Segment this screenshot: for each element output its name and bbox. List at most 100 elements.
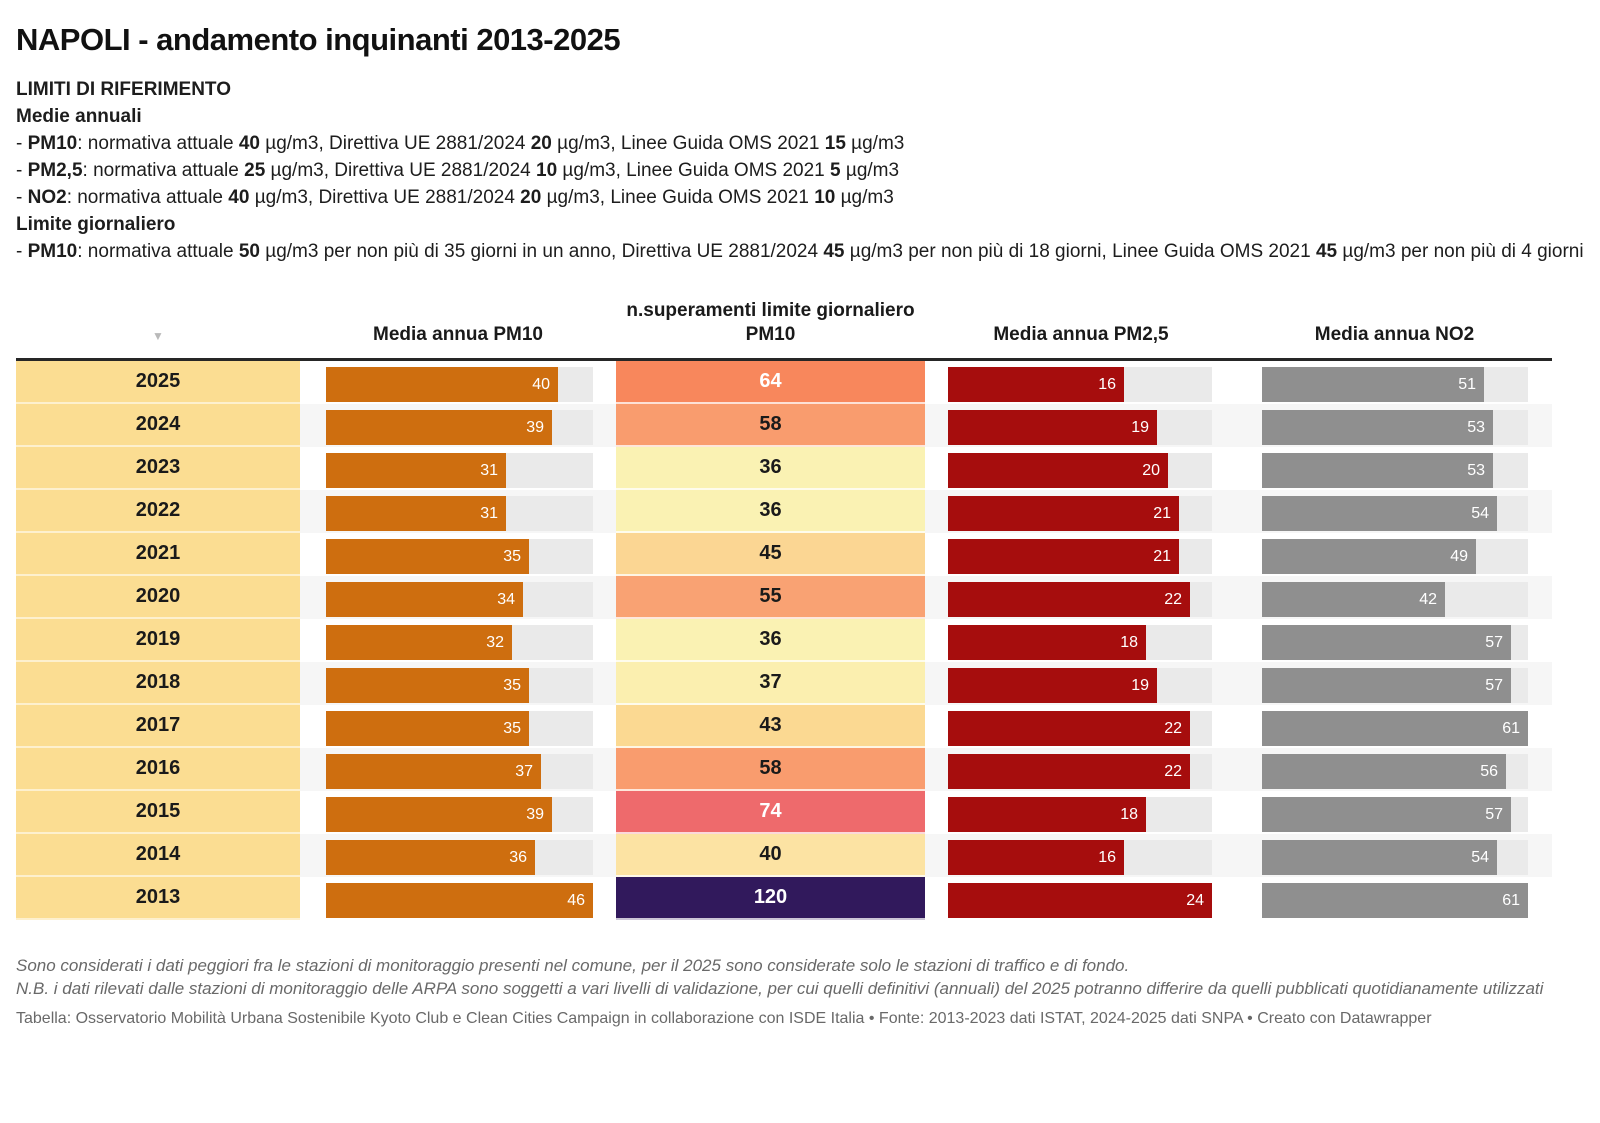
pm25-bar-track: 24 bbox=[948, 883, 1212, 918]
no2-bar-cell: 42 bbox=[1237, 576, 1552, 619]
no2-bar-cell: 51 bbox=[1237, 361, 1552, 404]
pm25-bar: 24 bbox=[948, 883, 1212, 918]
page-title: NAPOLI - andamento inquinanti 2013-2025 bbox=[16, 22, 621, 57]
no2-bar-track: 61 bbox=[1262, 711, 1528, 746]
superamenti-heat-cell: 36 bbox=[616, 447, 925, 490]
pm25-bar: 16 bbox=[948, 367, 1124, 402]
footnote-line: N.B. i dati rilevati dalle stazioni di m… bbox=[16, 979, 1544, 998]
datawrapper-table-page: NAPOLI - andamento inquinanti 2013-2025 … bbox=[16, 22, 1584, 1027]
no2-bar: 49 bbox=[1262, 539, 1476, 574]
pm25-bar-value: 19 bbox=[1131, 418, 1149, 436]
pm25-bar-cell: 18 bbox=[925, 619, 1237, 662]
no2-bar-track: 57 bbox=[1262, 797, 1528, 832]
pm25-bar-cell: 22 bbox=[925, 576, 1237, 619]
pm10-bar-value: 35 bbox=[503, 547, 521, 565]
pm25-bar-value: 21 bbox=[1153, 504, 1171, 522]
superamenti-heat-cell: 37 bbox=[616, 662, 925, 705]
table-header-row: ▼ Media annua PM10 n.superamenti limite … bbox=[16, 299, 1552, 358]
column-header-pm25: Media annua PM2,5 bbox=[993, 324, 1169, 345]
pollutants-table: ▼ Media annua PM10 n.superamenti limite … bbox=[16, 299, 1552, 920]
table-row: 2020 34 55 22 42 bbox=[16, 576, 1552, 619]
no2-bar-value: 61 bbox=[1502, 719, 1520, 737]
table-row: 2016 37 58 22 56 bbox=[16, 748, 1552, 791]
pm10-bar-cell: 36 bbox=[300, 834, 616, 877]
no2-bar-value: 61 bbox=[1502, 891, 1520, 909]
superamenti-heat-cell: 40 bbox=[616, 834, 925, 877]
year-cell: 2016 bbox=[16, 748, 300, 791]
pm10-bar-cell: 46 bbox=[300, 877, 616, 920]
pm25-bar-value: 18 bbox=[1120, 633, 1138, 651]
pm10-bar-track: 35 bbox=[326, 711, 593, 746]
year-cell: 2013 bbox=[16, 877, 300, 920]
header-rule bbox=[16, 358, 1552, 361]
no2-bar: 54 bbox=[1262, 840, 1497, 875]
limits-lines: Medie annuali - PM10: normativa attuale 4… bbox=[16, 103, 1584, 265]
pm25-bar: 20 bbox=[948, 453, 1168, 488]
year-cell: 2018 bbox=[16, 662, 300, 705]
no2-bar-value: 54 bbox=[1471, 848, 1489, 866]
pm10-bar-track: 35 bbox=[326, 668, 593, 703]
table-row: 2013 46 120 24 61 bbox=[16, 877, 1552, 920]
pm10-bar-track: 40 bbox=[326, 367, 593, 402]
pm25-bar-value: 19 bbox=[1131, 676, 1149, 694]
pm25-bar-cell: 16 bbox=[925, 361, 1237, 404]
table-row: 2015 39 74 18 57 bbox=[16, 791, 1552, 834]
superamenti-heat-cell: 64 bbox=[616, 361, 925, 404]
column-header-no2: Media annua NO2 bbox=[1314, 324, 1475, 345]
no2-bar-value: 53 bbox=[1467, 418, 1485, 436]
pm10-bar-track: 34 bbox=[326, 582, 593, 617]
column-header-pm10: Media annua PM10 bbox=[373, 324, 543, 345]
superamenti-heat-cell: 55 bbox=[616, 576, 925, 619]
pm10-bar-cell: 34 bbox=[300, 576, 616, 619]
pm25-bar-cell: 22 bbox=[925, 748, 1237, 791]
pm25-bar-cell: 21 bbox=[925, 490, 1237, 533]
pm25-bar-track: 19 bbox=[948, 668, 1212, 703]
pm10-bar-cell: 37 bbox=[300, 748, 616, 791]
pm25-bar-value: 22 bbox=[1164, 719, 1182, 737]
no2-bar-value: 54 bbox=[1471, 504, 1489, 522]
no2-bar-value: 49 bbox=[1450, 547, 1468, 565]
limits-line: - PM10: normativa attuale 40 µg/m3, Dire… bbox=[16, 133, 905, 154]
pm25-bar-track: 19 bbox=[948, 410, 1212, 445]
pm10-bar: 32 bbox=[326, 625, 512, 660]
pm25-bar-cell: 18 bbox=[925, 791, 1237, 834]
year-cell: 2025 bbox=[16, 361, 300, 404]
pm25-bar: 19 bbox=[948, 668, 1157, 703]
pm25-bar-cell: 16 bbox=[925, 834, 1237, 877]
source-line: Tabella: Osservatorio Mobilità Urbana So… bbox=[16, 1010, 1432, 1027]
footnote-line: Sono considerati i dati peggiori fra le … bbox=[16, 956, 1130, 975]
pm10-bar: 35 bbox=[326, 668, 529, 703]
no2-bar: 51 bbox=[1262, 367, 1484, 402]
year-column-header[interactable]: ▼ bbox=[16, 323, 300, 347]
superamenti-heat-cell: 36 bbox=[616, 619, 925, 662]
no2-bar: 53 bbox=[1262, 453, 1493, 488]
pm25-bar-cell: 24 bbox=[925, 877, 1237, 920]
pm25-bar-value: 22 bbox=[1164, 590, 1182, 608]
pm25-bar-track: 20 bbox=[948, 453, 1212, 488]
pm25-bar-track: 18 bbox=[948, 625, 1212, 660]
no2-bar-cell: 56 bbox=[1237, 748, 1552, 791]
superamenti-heat-cell: 45 bbox=[616, 533, 925, 576]
year-cell: 2015 bbox=[16, 791, 300, 834]
pm10-bar-track: 35 bbox=[326, 539, 593, 574]
footnotes: Sono considerati i dati peggiori fra le … bbox=[16, 954, 1584, 1000]
table-row: 2021 35 45 21 49 bbox=[16, 533, 1552, 576]
no2-bar: 53 bbox=[1262, 410, 1493, 445]
table-body: 2025 40 64 16 51 2024 39 58 19 53 2023 31 36 20 53 2022… bbox=[16, 361, 1552, 920]
table-row: 2019 32 36 18 57 bbox=[16, 619, 1552, 662]
pm25-bar: 18 bbox=[948, 625, 1146, 660]
pm10-bar-cell: 32 bbox=[300, 619, 616, 662]
pm25-bar-value: 22 bbox=[1164, 762, 1182, 780]
pm10-bar: 39 bbox=[326, 797, 552, 832]
pm10-bar-track: 36 bbox=[326, 840, 593, 875]
pm25-bar-value: 16 bbox=[1098, 375, 1116, 393]
no2-bar-cell: 53 bbox=[1237, 447, 1552, 490]
no2-bar-track: 61 bbox=[1262, 883, 1528, 918]
pm10-bar: 31 bbox=[326, 496, 506, 531]
no2-bar-value: 56 bbox=[1480, 762, 1498, 780]
sort-descending-icon[interactable]: ▼ bbox=[152, 329, 164, 343]
pm10-bar-cell: 35 bbox=[300, 705, 616, 748]
no2-bar: 61 bbox=[1262, 883, 1528, 918]
pm10-bar-value: 36 bbox=[509, 848, 527, 866]
no2-bar: 57 bbox=[1262, 625, 1511, 660]
